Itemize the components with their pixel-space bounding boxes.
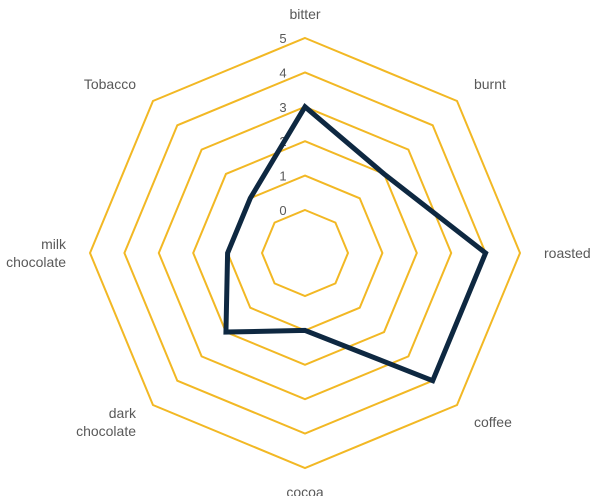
category-label-bitter: bitter xyxy=(289,6,320,22)
category-label-dark-chocolate: dark chocolate xyxy=(76,405,137,439)
grid-ring-2 xyxy=(192,140,418,366)
grid-ring-3 xyxy=(157,105,453,401)
series-line-0 xyxy=(223,102,489,384)
r-tick-label: 0 xyxy=(279,203,286,218)
category-label-coffee: coffee xyxy=(474,414,512,430)
grid-ring-5 xyxy=(88,36,522,470)
r-tick-label: 1 xyxy=(279,169,286,184)
grid-ring-0 xyxy=(260,208,350,298)
grid-ring-4 xyxy=(123,71,487,435)
r-tick-label: 3 xyxy=(279,100,286,115)
r-tick-label: 4 xyxy=(279,65,286,80)
category-label-roasted: roasted xyxy=(544,245,591,261)
category-label-tobacco: Tobacco xyxy=(84,76,136,92)
r-tick-label: 5 xyxy=(279,31,286,46)
category-label-milk-chocolate: milk chocolate xyxy=(6,236,67,270)
category-label-cocoa: cocoa xyxy=(286,484,324,496)
category-label-burnt: burnt xyxy=(474,76,506,92)
